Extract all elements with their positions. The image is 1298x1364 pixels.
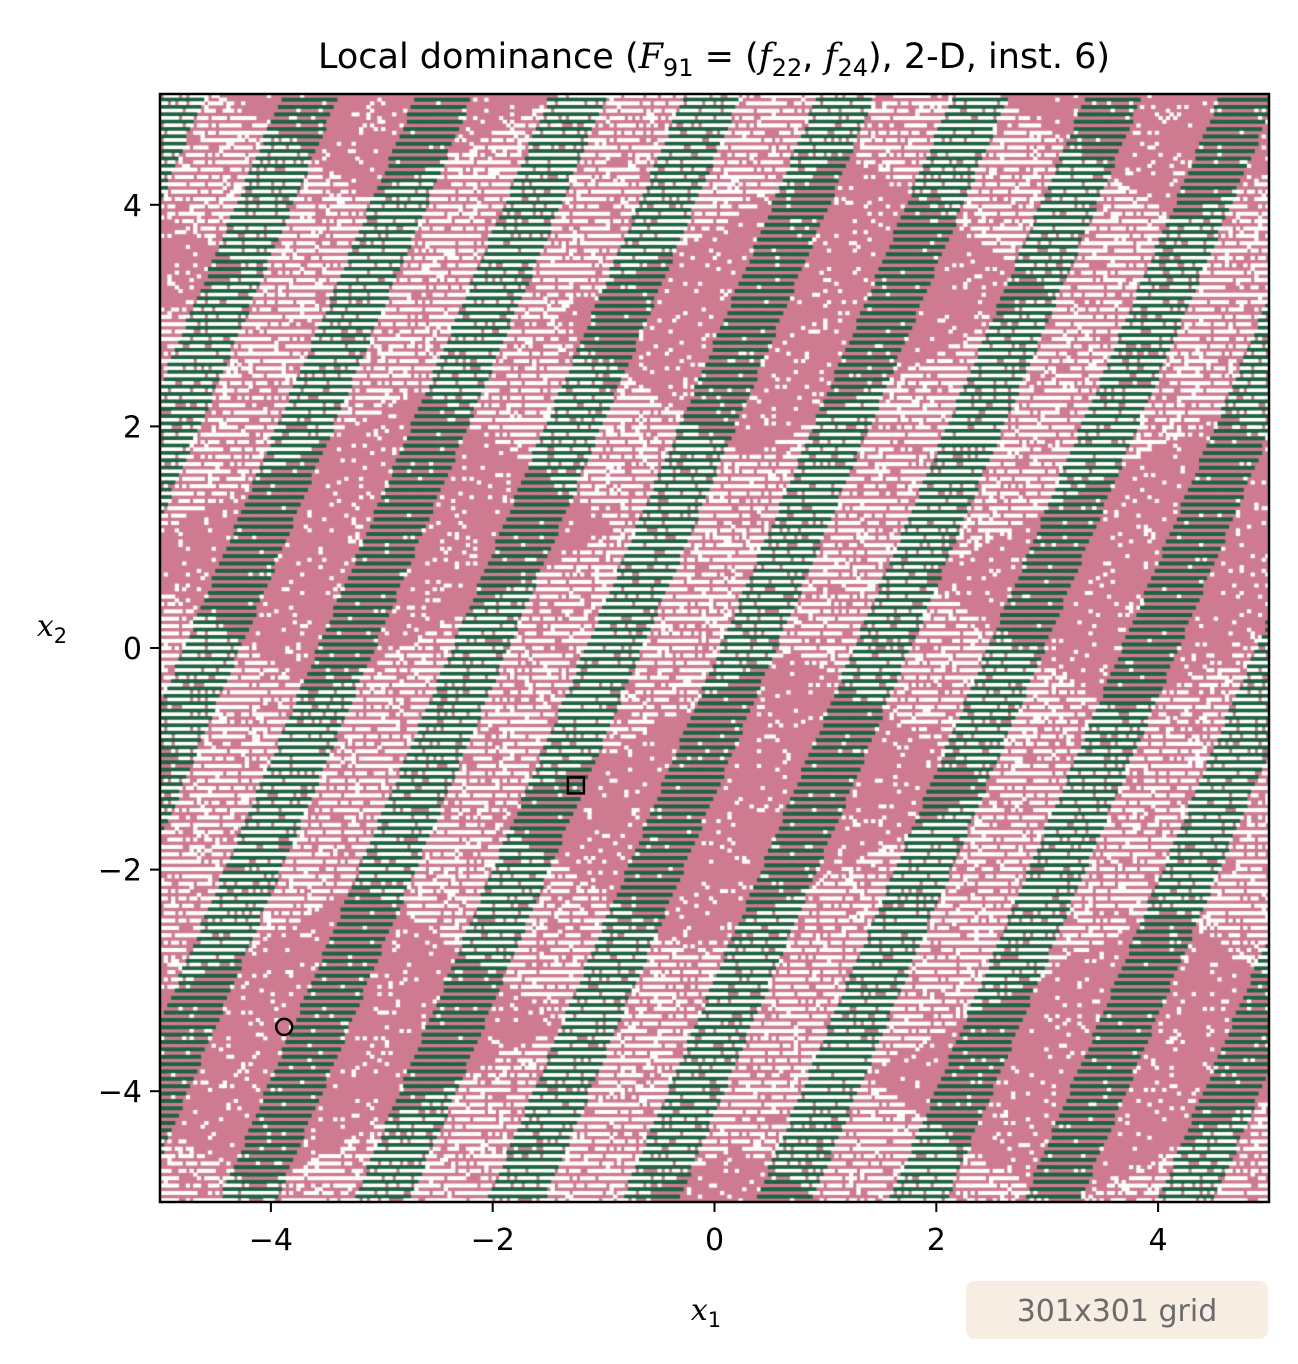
y-tick-label: 2 — [123, 410, 142, 445]
x-tick-label: −4 — [249, 1223, 293, 1258]
y-axis-label-sub: 2 — [54, 624, 67, 648]
grid-size-badge: 301x301 grid — [966, 1281, 1268, 1339]
y-axis: −4 −2 0 2 4 — [98, 189, 160, 1110]
y-tick-label: −2 — [98, 854, 142, 889]
title-F-sub: 91 — [663, 54, 694, 82]
title-suffix: ), 2-D, inst. 6) — [868, 37, 1110, 77]
title-comma: , — [802, 37, 824, 77]
circle-marker — [274, 1017, 294, 1037]
heatmap-container — [160, 94, 1269, 1202]
x-axis: −4 −2 0 2 4 — [249, 1202, 1168, 1258]
square-marker — [566, 776, 586, 795]
badge-label: 301x301 grid — [1017, 1294, 1218, 1329]
x-tick-label: −2 — [471, 1223, 515, 1258]
y-axis-label: x2 — [37, 609, 67, 648]
title-eq: = ( — [693, 37, 758, 77]
x-axis-label: x1 — [691, 1293, 721, 1332]
y-axis-label-base: x — [37, 609, 54, 644]
title-F: F — [638, 37, 665, 77]
dominance-heatmap — [160, 94, 1269, 1202]
chart-title: Local dominance (F91 = (f22, f24), 2-D, … — [318, 37, 1110, 82]
x-tick-label: 2 — [927, 1223, 946, 1258]
x-axis-label-base: x — [691, 1293, 708, 1328]
title-f1-sub: 22 — [772, 54, 803, 82]
y-tick-label: 4 — [123, 189, 142, 224]
title-prefix: Local dominance ( — [318, 37, 639, 77]
x-tick-label: 0 — [705, 1223, 724, 1258]
y-tick-label: −4 — [98, 1075, 142, 1110]
x-tick-label: 4 — [1149, 1223, 1168, 1258]
y-tick-label: 0 — [123, 632, 142, 667]
title-f2-sub: 24 — [837, 54, 868, 82]
x-axis-label-sub: 1 — [708, 1308, 721, 1332]
marker-layer — [274, 776, 586, 1037]
plot-area — [158, 92, 1271, 1204]
badge-background — [966, 1281, 1268, 1339]
